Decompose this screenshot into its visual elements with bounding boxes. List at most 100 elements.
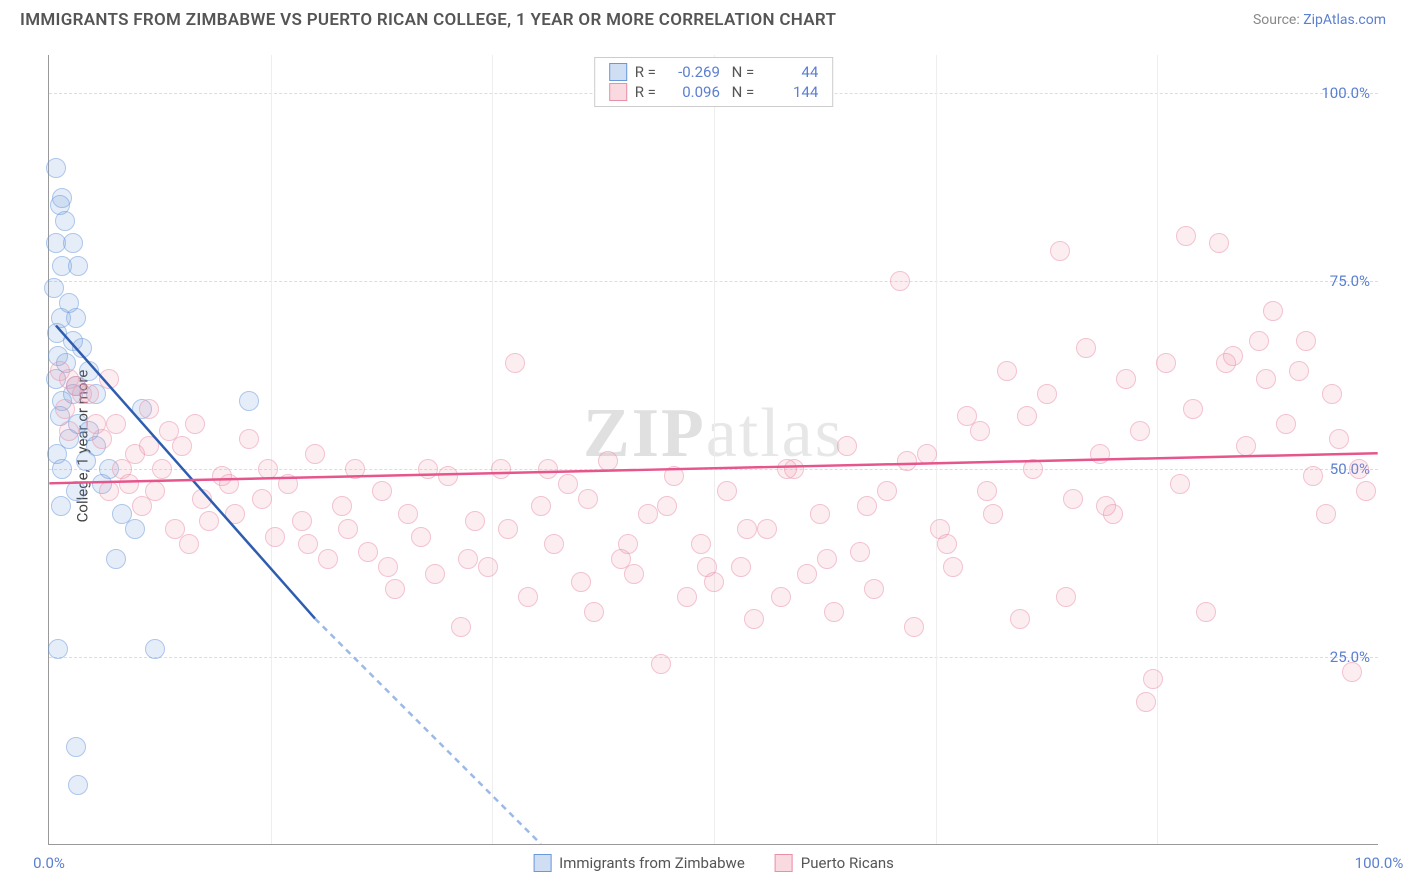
source-attribution: Source: ZipAtlas.com bbox=[1253, 12, 1386, 28]
scatter-point-puerto_ricans bbox=[152, 459, 172, 479]
chart-header: IMMIGRANTS FROM ZIMBABWE VS PUERTO RICAN… bbox=[0, 0, 1406, 34]
scatter-point-puerto_ricans bbox=[518, 587, 538, 607]
scatter-point-puerto_ricans bbox=[1322, 384, 1342, 404]
scatter-point-puerto_ricans bbox=[199, 511, 219, 531]
gridline-vertical bbox=[271, 55, 272, 844]
scatter-point-zimbabwe bbox=[66, 481, 86, 501]
scatter-point-puerto_ricans bbox=[1196, 602, 1216, 622]
scatter-point-puerto_ricans bbox=[491, 459, 511, 479]
scatter-point-puerto_ricans bbox=[651, 654, 671, 674]
scatter-point-zimbabwe bbox=[68, 775, 88, 795]
scatter-point-puerto_ricans bbox=[1329, 429, 1349, 449]
scatter-point-puerto_ricans bbox=[79, 384, 99, 404]
scatter-point-puerto_ricans bbox=[731, 557, 751, 577]
chart-title: IMMIGRANTS FROM ZIMBABWE VS PUERTO RICAN… bbox=[20, 10, 836, 30]
scatter-point-puerto_ricans bbox=[239, 429, 259, 449]
scatter-point-puerto_ricans bbox=[744, 609, 764, 629]
scatter-point-puerto_ricans bbox=[219, 474, 239, 494]
scatter-point-puerto_ricans bbox=[458, 549, 478, 569]
scatter-point-puerto_ricans bbox=[757, 519, 777, 539]
scatter-point-puerto_ricans bbox=[638, 504, 658, 524]
scatter-point-zimbabwe bbox=[72, 338, 92, 358]
gridline-vertical bbox=[1157, 55, 1158, 844]
scatter-point-puerto_ricans bbox=[498, 519, 518, 539]
scatter-point-puerto_ricans bbox=[425, 564, 445, 584]
legend-swatch-pink bbox=[775, 854, 793, 872]
scatter-point-puerto_ricans bbox=[451, 617, 471, 637]
scatter-point-puerto_ricans bbox=[1249, 331, 1269, 351]
scatter-point-zimbabwe bbox=[48, 639, 68, 659]
scatter-point-puerto_ricans bbox=[598, 451, 618, 471]
scatter-point-puerto_ricans bbox=[252, 489, 272, 509]
scatter-point-puerto_ricans bbox=[618, 534, 638, 554]
swatch-blue bbox=[609, 63, 627, 81]
scatter-point-puerto_ricans bbox=[737, 519, 757, 539]
scatter-point-zimbabwe bbox=[51, 496, 71, 516]
scatter-point-zimbabwe bbox=[125, 519, 145, 539]
scatter-point-puerto_ricans bbox=[1316, 504, 1336, 524]
stats-row-zimbabwe: R = -0.269 N = 44 bbox=[609, 62, 819, 82]
scatter-point-puerto_ricans bbox=[817, 549, 837, 569]
scatter-point-puerto_ricans bbox=[1183, 399, 1203, 419]
scatter-point-puerto_ricans bbox=[943, 557, 963, 577]
scatter-point-puerto_ricans bbox=[418, 459, 438, 479]
scatter-point-puerto_ricans bbox=[345, 459, 365, 479]
scatter-point-puerto_ricans bbox=[99, 369, 119, 389]
scatter-point-puerto_ricans bbox=[1236, 436, 1256, 456]
scatter-point-puerto_ricans bbox=[777, 459, 797, 479]
scatter-point-puerto_ricans bbox=[771, 587, 791, 607]
scatter-point-puerto_ricans bbox=[1170, 474, 1190, 494]
scatter-point-puerto_ricans bbox=[179, 534, 199, 554]
scatter-point-puerto_ricans bbox=[411, 527, 431, 547]
scatter-point-puerto_ricans bbox=[697, 557, 717, 577]
scatter-point-puerto_ricans bbox=[1256, 369, 1276, 389]
scatter-point-puerto_ricans bbox=[904, 617, 924, 637]
scatter-point-puerto_ricans bbox=[1276, 414, 1296, 434]
scatter-point-puerto_ricans bbox=[338, 519, 358, 539]
scatter-point-puerto_ricans bbox=[1303, 466, 1323, 486]
scatter-point-puerto_ricans bbox=[258, 459, 278, 479]
legend-item-zimbabwe: Immigrants from Zimbabwe bbox=[533, 854, 745, 872]
scatter-point-puerto_ricans bbox=[1296, 331, 1316, 351]
scatter-point-puerto_ricans bbox=[358, 542, 378, 562]
source-link[interactable]: ZipAtlas.com bbox=[1303, 12, 1386, 28]
scatter-point-puerto_ricans bbox=[810, 504, 830, 524]
scatter-point-puerto_ricans bbox=[59, 421, 79, 441]
scatter-point-puerto_ricans bbox=[677, 587, 697, 607]
scatter-point-puerto_ricans bbox=[544, 534, 564, 554]
scatter-point-puerto_ricans bbox=[55, 399, 75, 419]
scatter-point-puerto_ricans bbox=[318, 549, 338, 569]
bottom-legend: Immigrants from Zimbabwe Puerto Ricans bbox=[533, 854, 894, 872]
scatter-point-puerto_ricans bbox=[1010, 609, 1030, 629]
scatter-point-zimbabwe bbox=[68, 256, 88, 276]
y-tick-label: 100.0% bbox=[1321, 84, 1370, 102]
scatter-point-zimbabwe bbox=[55, 211, 75, 231]
scatter-point-puerto_ricans bbox=[385, 579, 405, 599]
scatter-point-zimbabwe bbox=[239, 391, 259, 411]
scatter-point-zimbabwe bbox=[66, 737, 86, 757]
scatter-point-puerto_ricans bbox=[332, 496, 352, 516]
swatch-pink bbox=[609, 83, 627, 101]
scatter-point-puerto_ricans bbox=[478, 557, 498, 577]
scatter-point-puerto_ricans bbox=[1289, 361, 1309, 381]
scatter-point-puerto_ricans bbox=[1056, 587, 1076, 607]
scatter-point-puerto_ricans bbox=[265, 527, 285, 547]
scatter-point-puerto_ricans bbox=[1037, 384, 1057, 404]
scatter-point-puerto_ricans bbox=[1176, 226, 1196, 246]
scatter-point-zimbabwe bbox=[66, 308, 86, 328]
scatter-point-puerto_ricans bbox=[1136, 692, 1156, 712]
scatter-point-puerto_ricans bbox=[1356, 481, 1376, 501]
scatter-point-puerto_ricans bbox=[465, 511, 485, 531]
gridline-vertical bbox=[492, 55, 493, 844]
scatter-point-puerto_ricans bbox=[1116, 369, 1136, 389]
scatter-point-puerto_ricans bbox=[864, 579, 884, 599]
scatter-point-puerto_ricans bbox=[531, 496, 551, 516]
scatter-point-puerto_ricans bbox=[970, 421, 990, 441]
scatter-point-puerto_ricans bbox=[1130, 421, 1150, 441]
x-tick-label-left: 0.0% bbox=[33, 854, 65, 872]
scatter-point-puerto_ricans bbox=[145, 481, 165, 501]
scatter-point-puerto_ricans bbox=[937, 534, 957, 554]
scatter-plot-area: ZIPatlas R = -0.269 N = 44 R = 0.096 N =… bbox=[48, 55, 1378, 845]
scatter-point-puerto_ricans bbox=[850, 542, 870, 562]
scatter-point-puerto_ricans bbox=[139, 436, 159, 456]
